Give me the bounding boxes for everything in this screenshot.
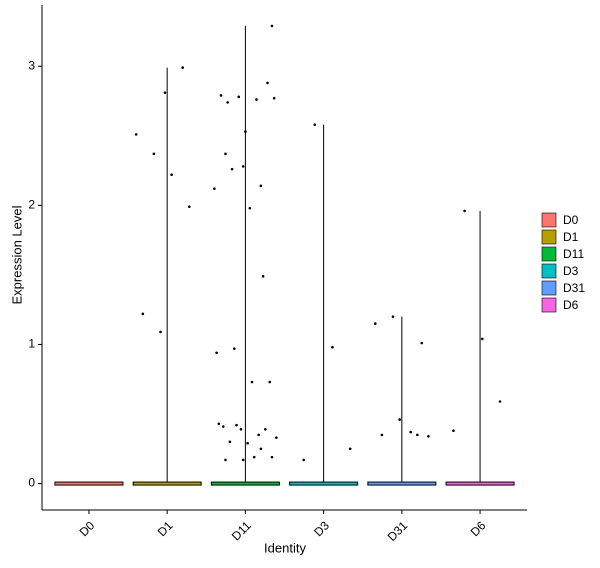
point: [302, 458, 305, 462]
point: [163, 91, 167, 94]
x-tick-label: D1: [155, 518, 176, 539]
point: [134, 133, 138, 136]
legend-key: [541, 229, 557, 245]
point: [217, 422, 221, 426]
point: [255, 98, 258, 101]
x-tick-label: D11: [229, 518, 254, 543]
point: [228, 440, 232, 444]
legend-key: [541, 212, 557, 228]
point: [268, 380, 272, 384]
point: [244, 130, 247, 133]
x-tick-label: D31: [385, 518, 411, 544]
point: [241, 458, 245, 462]
point: [239, 428, 243, 431]
x-axis-title: Identity: [264, 540, 306, 555]
point: [248, 206, 252, 210]
point: [275, 436, 278, 439]
point: [250, 380, 254, 384]
point: [159, 330, 162, 334]
point: [380, 433, 384, 437]
point: [272, 96, 276, 100]
y-tick-label: 2: [28, 198, 35, 212]
point: [420, 341, 424, 345]
legend-label: D0: [563, 213, 579, 227]
x-tick-label: D3: [311, 518, 332, 539]
legend-label: D6: [563, 298, 579, 312]
point: [241, 165, 245, 168]
point: [463, 209, 466, 213]
point: [416, 433, 419, 437]
y-axis-title: Expression Level: [9, 205, 24, 304]
legend-label: D1: [563, 230, 579, 244]
y-tick-label: 0: [28, 476, 35, 490]
point: [224, 458, 227, 462]
legend-label: D3: [563, 264, 579, 278]
point: [348, 447, 352, 451]
point: [498, 400, 502, 403]
point: [266, 81, 269, 85]
legend-key: [541, 297, 557, 313]
point: [219, 94, 223, 97]
point: [257, 433, 260, 437]
point: [373, 322, 377, 325]
point: [188, 205, 191, 209]
point: [331, 345, 334, 349]
legend-label: D11: [563, 247, 584, 261]
point: [261, 274, 265, 278]
point: [235, 423, 238, 427]
point: [233, 347, 236, 350]
point: [224, 152, 227, 156]
point: [259, 184, 263, 188]
x-tick-label: D0: [77, 518, 98, 539]
point: [152, 152, 156, 156]
point: [221, 425, 225, 428]
violin-body: [289, 481, 359, 486]
legend-label: D31: [563, 281, 585, 295]
violin-body: [132, 481, 202, 486]
point: [181, 66, 184, 69]
point: [270, 24, 274, 28]
violin-body: [445, 481, 515, 486]
point: [252, 455, 256, 459]
legend-key: [541, 263, 557, 279]
y-tick-label: 3: [28, 58, 35, 72]
violin-body: [210, 481, 280, 486]
point: [213, 187, 216, 190]
violin-body: [54, 481, 124, 486]
point: [226, 101, 229, 104]
violin-body: [367, 481, 437, 486]
point: [259, 447, 263, 451]
point: [427, 434, 430, 438]
point: [170, 173, 173, 177]
legend-key: [541, 280, 557, 296]
x-tick-label: D6: [468, 518, 489, 539]
point: [141, 312, 145, 316]
point: [409, 430, 412, 434]
point: [398, 418, 401, 421]
point: [264, 428, 267, 431]
point: [237, 95, 241, 99]
y-tick-label: 1: [28, 337, 35, 351]
point: [246, 441, 249, 445]
point: [270, 455, 274, 459]
point: [480, 337, 484, 341]
point: [215, 351, 218, 355]
point: [391, 315, 395, 318]
point: [313, 123, 317, 126]
point: [452, 429, 455, 433]
point: [230, 167, 234, 171]
legend-key: [541, 246, 557, 262]
